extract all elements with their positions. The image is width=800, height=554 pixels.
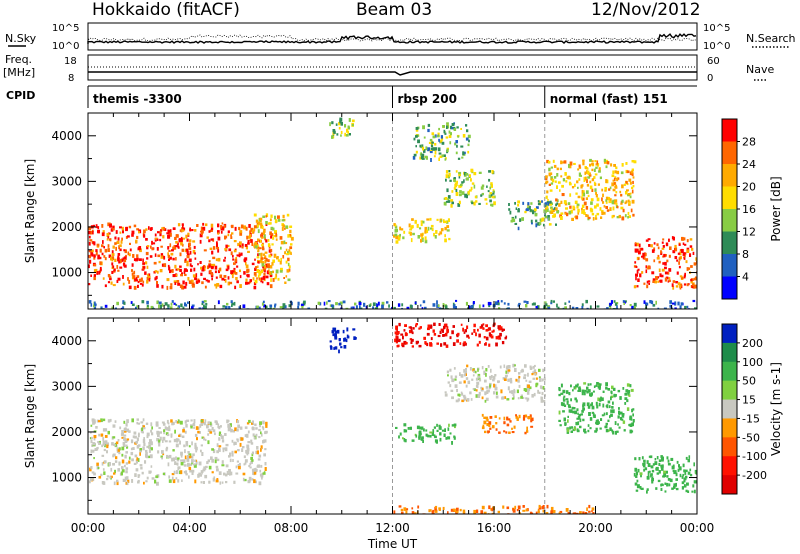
nsky-trace bbox=[87, 33, 697, 44]
panel-1-cb-tick-label-3: 15 bbox=[742, 394, 756, 407]
freq-unit-label: [MHz] bbox=[3, 66, 35, 79]
panel-1-cb-tick-label-1: 100 bbox=[742, 356, 763, 369]
velocity-region-8 bbox=[393, 504, 599, 514]
freq-tick-top: 18 bbox=[64, 56, 77, 67]
noise-tick-left-bottom: 10^0 bbox=[52, 41, 79, 52]
panel-1-cb-tick-label-0: 200 bbox=[742, 337, 763, 350]
panel-1-cb-tick-label-7: -200 bbox=[742, 469, 767, 482]
panel-1-colorbar-seg-7 bbox=[722, 456, 737, 476]
power-region-1 bbox=[253, 213, 294, 284]
panel-0-cb-tick-label-2: 20 bbox=[742, 181, 756, 194]
noise-tick-right-bottom: 10^0 bbox=[703, 41, 730, 52]
nsearch-trace bbox=[87, 34, 697, 42]
xtick-label-1: 04:00 bbox=[172, 521, 207, 535]
panel-1-colorbar-seg-8 bbox=[722, 475, 737, 495]
station-title: Hokkaido (fitACF) bbox=[92, 0, 240, 20]
velocity-region-4 bbox=[444, 363, 546, 403]
panel-1-colorbar-seg-1 bbox=[722, 342, 737, 363]
velocity-region-2 bbox=[394, 322, 508, 348]
power-region-5 bbox=[443, 168, 496, 208]
velocity-region-6 bbox=[558, 382, 635, 435]
beam-title: Beam 03 bbox=[356, 0, 433, 20]
velocity-region-0 bbox=[88, 418, 268, 486]
xtick-label-0: 00:00 bbox=[71, 521, 106, 535]
velocity-region-5 bbox=[481, 413, 534, 435]
nave-label: Nave bbox=[746, 63, 774, 76]
xtick-label-4: 16:00 bbox=[477, 521, 512, 535]
nsky-label: N.Sky bbox=[5, 32, 37, 45]
panel-0-cb-tick-label-6: 4 bbox=[742, 271, 749, 284]
power-region-7 bbox=[544, 158, 637, 221]
cpid-label: CPID bbox=[6, 89, 35, 102]
panel-0-colorbar-seg-0 bbox=[722, 119, 737, 142]
panel-0-ytick-label-3: 4000 bbox=[51, 129, 82, 143]
freq-tick-bottom: 8 bbox=[68, 73, 74, 84]
power-region-8 bbox=[633, 236, 697, 290]
cpid-segment-label-0: themis -3300 bbox=[93, 92, 182, 106]
panel-1-ytick-label-1: 2000 bbox=[51, 425, 82, 439]
panel-0-ytick-label-1: 2000 bbox=[51, 220, 82, 234]
xaxis-label: Time UT bbox=[367, 537, 418, 551]
panel-1-cb-tick-label-5: -50 bbox=[742, 431, 760, 444]
power-region-9 bbox=[88, 299, 697, 309]
panel-0-colorbar-seg-5 bbox=[722, 231, 737, 255]
freq-panel-frame bbox=[87, 54, 698, 81]
panel-0-cb-tick-label-3: 16 bbox=[742, 203, 756, 216]
nave-tick-top: 60 bbox=[707, 56, 720, 67]
panel-1-colorbar-frame bbox=[721, 323, 738, 495]
power-region-0 bbox=[88, 222, 274, 290]
nsearch-label: N.Search bbox=[746, 32, 796, 45]
panel-1-ylabel: Slant Range [km] bbox=[23, 364, 37, 468]
xtick-label-5: 20:00 bbox=[578, 521, 613, 535]
panel-1-colorbar-seg-3 bbox=[722, 380, 737, 401]
panel-1-cb-tick-label-2: 50 bbox=[742, 375, 756, 388]
velocity-region-3 bbox=[395, 423, 457, 445]
panel-0-colorbar-seg-2 bbox=[722, 164, 737, 187]
freq-label: Freq. bbox=[5, 53, 32, 66]
power-region-2 bbox=[329, 117, 355, 139]
panel-1-ytick-label-3: 4000 bbox=[51, 334, 82, 348]
panel-1-cb-tick-label-4: -15 bbox=[742, 412, 760, 425]
panel-1-colorbar-seg-6 bbox=[722, 437, 737, 457]
panel-1-colorbar-seg-4 bbox=[722, 399, 737, 419]
panel-1-ytick-label-2: 3000 bbox=[51, 379, 82, 393]
xtick-label-3: 12:00 bbox=[375, 521, 410, 535]
panel-0-colorbar-seg-1 bbox=[722, 141, 737, 165]
panel-0-colorbar-seg-7 bbox=[722, 276, 737, 300]
panel-0-ytick-label-2: 3000 bbox=[51, 174, 82, 188]
cpid-segment-label-1: rbsp 200 bbox=[398, 92, 457, 106]
noise-panel-frame bbox=[87, 22, 698, 51]
panel-0-ylabel: Slant Range [km] bbox=[23, 159, 37, 263]
freq-trace bbox=[88, 71, 697, 76]
panel-0-colorbar-label: Power [dB] bbox=[769, 176, 783, 241]
panel-0-cb-tick-label-5: 8 bbox=[742, 248, 749, 261]
panel-0-cb-tick-label-4: 12 bbox=[742, 226, 756, 239]
date-title: 12/Nov/2012 bbox=[591, 0, 701, 20]
panel-0-colorbar-seg-4 bbox=[722, 209, 737, 232]
panel-0-cb-tick-label-1: 24 bbox=[742, 158, 756, 171]
power-region-3 bbox=[393, 217, 451, 244]
xtick-label-6: 00:00 bbox=[680, 521, 715, 535]
xtick-label-2: 08:00 bbox=[274, 521, 309, 535]
panel-0-colorbar-seg-3 bbox=[722, 186, 737, 210]
panel-1-colorbar-seg-5 bbox=[722, 418, 737, 438]
noise-tick-left-top: 10^5 bbox=[52, 23, 79, 34]
power-region-4 bbox=[412, 122, 471, 162]
panel-1-cb-tick-label-6: -100 bbox=[742, 450, 767, 463]
panel-1-colorbar-label: Velocity [m s-1] bbox=[769, 362, 783, 456]
panel-0-cb-tick-label-0: 28 bbox=[742, 136, 756, 149]
panel-1-colorbar-seg-0 bbox=[722, 324, 737, 344]
noise-tick-right-top: 10^5 bbox=[703, 23, 730, 34]
panel-1-ytick-label-0: 1000 bbox=[51, 471, 82, 485]
cpid-segment-label-2: normal (fast) 151 bbox=[550, 92, 668, 106]
panel-0-ytick-label-0: 1000 bbox=[51, 266, 82, 280]
velocity-region-1 bbox=[329, 327, 357, 354]
velocity-region-7 bbox=[633, 455, 697, 494]
panel-0-colorbar-seg-6 bbox=[722, 254, 737, 277]
nave-tick-bottom: 0 bbox=[707, 73, 713, 84]
panel-1-colorbar-seg-2 bbox=[722, 361, 737, 382]
